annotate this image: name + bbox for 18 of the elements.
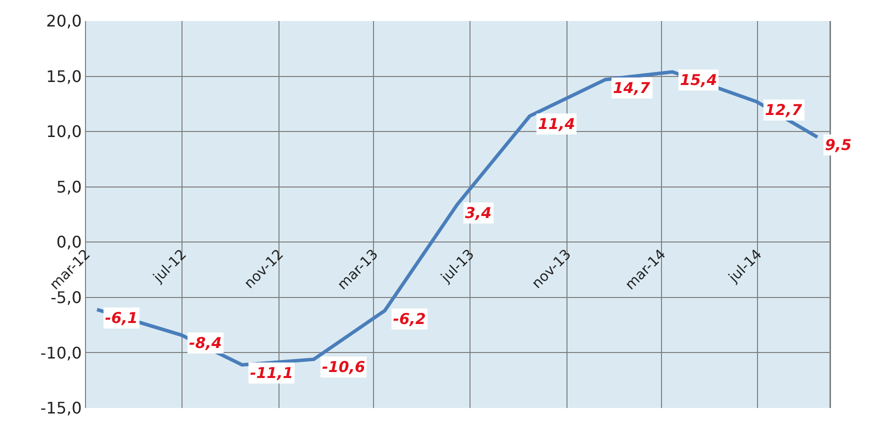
y-tick-label: 15,0 — [46, 66, 82, 86]
y-tick-label: -10,0 — [40, 343, 82, 362]
data-label: 9,5 — [825, 136, 852, 154]
data-label: -11,1 — [250, 364, 294, 382]
data-label: 3,4 — [465, 204, 492, 222]
data-label: 12,7 — [765, 101, 803, 119]
data-label: 14,7 — [613, 79, 651, 97]
y-tick-label: 10,0 — [46, 122, 82, 142]
data-label: -8,4 — [189, 334, 222, 352]
data-label: -6,2 — [393, 310, 426, 328]
data-label: -10,6 — [322, 358, 366, 376]
y-tick-label: 5,0 — [56, 177, 82, 196]
data-label: 15,4 — [680, 71, 718, 89]
data-label: 11,4 — [538, 115, 576, 133]
data-label: -6,1 — [105, 309, 138, 327]
y-tick-label: 20,0 — [46, 12, 82, 31]
y-tick-label: -5,0 — [50, 288, 82, 308]
y-tick-label: -15,0 — [40, 398, 82, 418]
